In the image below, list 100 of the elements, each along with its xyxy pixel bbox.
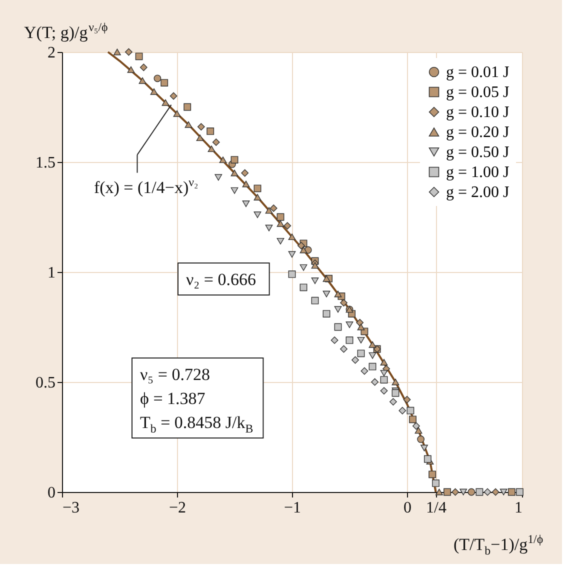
y-tick-label: 1.5 bbox=[36, 154, 56, 172]
point bbox=[414, 427, 422, 434]
point bbox=[334, 306, 342, 313]
legend-label: g = 2.00 J bbox=[446, 184, 510, 201]
point bbox=[127, 66, 135, 73]
point bbox=[357, 324, 365, 330]
point bbox=[424, 455, 432, 463]
point bbox=[334, 290, 342, 298]
legend-label: g = 0.05 J bbox=[446, 84, 510, 101]
legend-label: g = 0.50 J bbox=[446, 144, 510, 161]
annotation: ν₂ = 0.666 bbox=[186, 270, 256, 289]
point bbox=[265, 207, 273, 214]
point bbox=[368, 352, 376, 359]
point bbox=[468, 488, 476, 496]
point bbox=[368, 362, 376, 370]
y-tick-label: 0.5 bbox=[36, 374, 56, 392]
x-tick-label: −2 bbox=[168, 500, 186, 516]
point bbox=[311, 296, 319, 304]
point bbox=[406, 406, 414, 414]
point bbox=[276, 213, 284, 221]
point bbox=[330, 336, 338, 344]
point bbox=[352, 356, 359, 364]
legend-label: g = 0.01 J bbox=[446, 64, 510, 81]
point bbox=[368, 341, 376, 348]
point bbox=[300, 264, 308, 271]
point bbox=[196, 134, 204, 142]
point bbox=[389, 398, 397, 406]
point bbox=[417, 436, 425, 443]
point bbox=[184, 103, 192, 111]
point bbox=[197, 123, 205, 131]
y-tick-label: 2 bbox=[48, 44, 56, 62]
point bbox=[265, 224, 273, 232]
point bbox=[300, 284, 308, 292]
point bbox=[380, 387, 388, 395]
point bbox=[206, 127, 214, 135]
point bbox=[288, 234, 296, 240]
point bbox=[508, 488, 516, 496]
point bbox=[460, 488, 468, 496]
point bbox=[492, 488, 500, 496]
point bbox=[284, 222, 292, 230]
point bbox=[409, 416, 416, 424]
point bbox=[208, 146, 216, 152]
y-tick-label: 1 bbox=[48, 264, 56, 282]
point bbox=[428, 470, 436, 478]
point bbox=[254, 212, 262, 218]
point bbox=[140, 64, 148, 72]
point bbox=[311, 278, 319, 284]
point bbox=[254, 194, 262, 200]
point bbox=[241, 169, 249, 177]
point bbox=[360, 367, 368, 375]
point bbox=[276, 238, 284, 244]
point bbox=[288, 251, 296, 258]
x-tick-label: −1 bbox=[284, 500, 302, 516]
point bbox=[380, 376, 388, 384]
point bbox=[135, 52, 143, 60]
x-tick-label: 1 bbox=[514, 500, 522, 516]
point bbox=[219, 156, 227, 164]
point bbox=[138, 77, 146, 84]
point bbox=[230, 156, 238, 164]
point bbox=[380, 370, 388, 376]
point bbox=[357, 350, 365, 358]
point bbox=[214, 174, 222, 181]
point bbox=[170, 92, 178, 100]
legend-label: g = 0.10 J bbox=[446, 104, 510, 121]
point bbox=[300, 246, 308, 254]
point bbox=[432, 479, 440, 487]
point bbox=[162, 99, 170, 106]
point bbox=[340, 345, 348, 353]
point bbox=[452, 488, 460, 496]
point bbox=[356, 318, 364, 326]
point bbox=[398, 406, 406, 414]
point bbox=[444, 488, 451, 496]
annotation: ν₅ = 0.728 bbox=[140, 365, 210, 384]
legend-label: g = 0.20 J bbox=[446, 124, 510, 141]
point bbox=[371, 378, 379, 386]
point bbox=[346, 322, 354, 328]
point bbox=[113, 48, 121, 56]
point bbox=[412, 422, 420, 430]
point bbox=[124, 48, 132, 56]
point bbox=[346, 336, 354, 344]
point bbox=[270, 204, 278, 212]
point bbox=[334, 323, 342, 331]
point bbox=[242, 180, 250, 188]
point bbox=[242, 200, 250, 208]
point bbox=[276, 220, 284, 227]
point bbox=[160, 79, 168, 87]
point bbox=[420, 444, 428, 452]
point bbox=[173, 110, 181, 117]
point bbox=[254, 184, 262, 192]
x-tick-label: 0 bbox=[404, 500, 412, 516]
point bbox=[212, 138, 220, 146]
point bbox=[392, 378, 400, 386]
point bbox=[500, 488, 508, 496]
x-tick-label: −3 bbox=[62, 500, 80, 516]
y-tick-label: 0 bbox=[48, 484, 56, 502]
annotation: ϕ = 1.387 bbox=[140, 389, 206, 408]
point bbox=[476, 488, 484, 496]
x-tick-label: 1/4 bbox=[426, 500, 446, 516]
point bbox=[403, 396, 411, 404]
point bbox=[154, 74, 162, 82]
